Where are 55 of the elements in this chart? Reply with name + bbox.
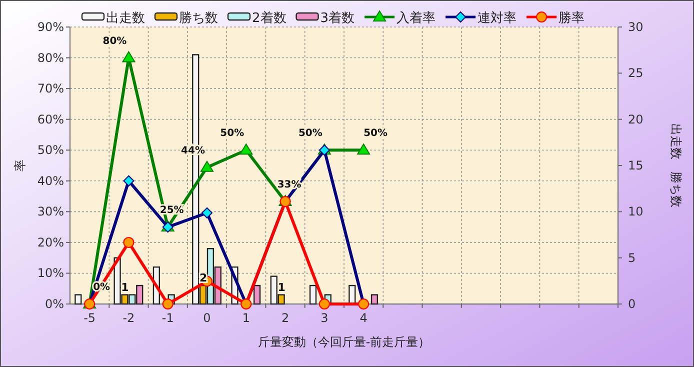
legend-label: 2着数 <box>252 10 286 26</box>
y-tick-label: 70% <box>37 82 64 96</box>
data-label: 2 <box>199 272 208 285</box>
x-tick-label: -1 <box>162 311 174 325</box>
x-tick-label: -2 <box>122 311 135 325</box>
y2-tick-label: 0 <box>628 297 636 311</box>
point <box>202 207 212 218</box>
y2-tick-label: 15 <box>628 158 644 172</box>
bar <box>309 284 317 305</box>
y2-tick-label: 30 <box>628 20 644 34</box>
y2-tick-label: 25 <box>628 66 644 80</box>
data-label: 1 <box>121 280 129 294</box>
data-label: 50% <box>298 128 322 140</box>
x-tick-label: 3 <box>320 311 328 325</box>
x-tick-label: 1 <box>242 311 250 325</box>
y-tick-label: 0% <box>44 297 64 311</box>
y-tick-label: 40% <box>37 174 64 188</box>
legend-label: 出走数 <box>106 11 145 26</box>
y-tick-label: 30% <box>37 204 64 219</box>
y-tick-label: 50% <box>37 143 64 158</box>
point <box>162 298 174 310</box>
bar <box>253 284 261 305</box>
y2-tick-label: 10 <box>628 204 644 219</box>
y-tick-label: 60% <box>37 112 64 126</box>
legend-label: 勝率 <box>558 10 585 26</box>
y2-tick-label: 20 <box>628 112 644 126</box>
point <box>318 298 330 310</box>
point <box>357 144 370 155</box>
legend-label: 3着数 <box>320 10 355 26</box>
y-tick-label: 20% <box>37 235 64 250</box>
data-label: 80% <box>102 36 127 47</box>
data-label: 50% <box>220 128 244 140</box>
bar <box>370 294 378 305</box>
x-axis-title: 斤量変動（今回斤量-前走斤量） <box>258 335 430 349</box>
x-tick-label: 4 <box>360 311 368 325</box>
y-tick-label: 80% <box>37 50 64 65</box>
bar <box>74 294 82 305</box>
point <box>123 175 134 186</box>
x-tick-label: 0 <box>203 311 211 325</box>
y-axis-title: 率 <box>13 160 27 172</box>
point <box>122 51 136 62</box>
y-tick-label: 90% <box>37 20 64 34</box>
y2-tick-label: 5 <box>628 250 636 265</box>
legend-label: 勝ち数 <box>179 11 218 26</box>
data-label: 50% <box>364 128 388 140</box>
point <box>240 144 253 155</box>
point <box>200 160 214 172</box>
y2-axis-title: 出走数 勝ち数 <box>669 124 683 208</box>
legend-label: 連対率 <box>478 10 517 26</box>
legend-label: 入着率 <box>396 10 436 26</box>
y-tick-label: 10% <box>37 266 64 280</box>
point <box>123 236 134 248</box>
data-label: 1 <box>278 280 286 294</box>
x-tick-label: -5 <box>84 311 96 325</box>
x-tick-label: 2 <box>281 311 290 325</box>
